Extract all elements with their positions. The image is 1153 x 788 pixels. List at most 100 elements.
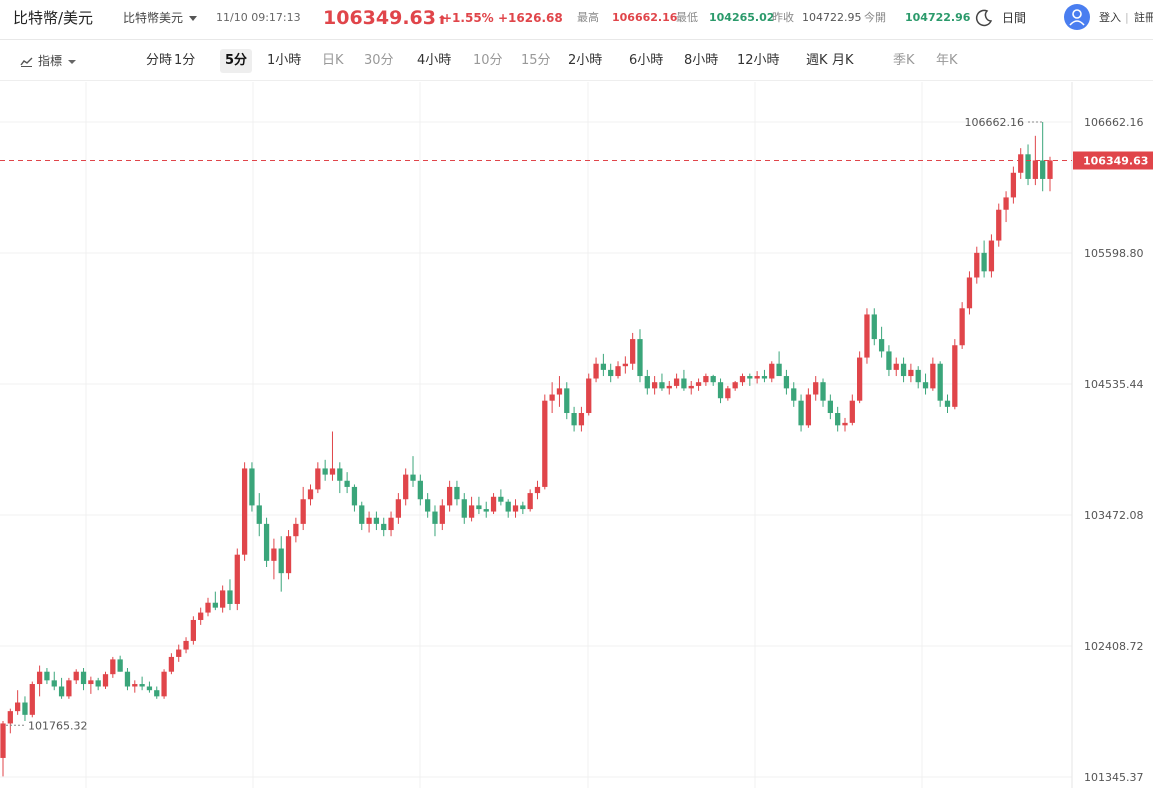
candle xyxy=(659,373,665,391)
candle-body xyxy=(651,382,658,389)
candle xyxy=(146,681,153,693)
candle xyxy=(344,472,350,494)
candle xyxy=(805,388,812,428)
tab-2h[interactable]: 2小時 xyxy=(568,53,603,68)
candle xyxy=(176,644,182,662)
candle xyxy=(864,308,870,364)
candle xyxy=(359,501,365,531)
register-link[interactable]: 註冊 xyxy=(1134,11,1153,24)
candle-body xyxy=(417,480,423,500)
tab-yearly[interactable]: 年K xyxy=(936,53,958,68)
candle-body xyxy=(102,674,109,687)
candle xyxy=(878,326,885,358)
candle xyxy=(110,656,116,678)
candle xyxy=(102,671,109,689)
candle-body xyxy=(630,339,636,364)
candle-body xyxy=(534,486,541,494)
candle xyxy=(776,351,782,377)
candle-body xyxy=(44,671,50,681)
tab-4h[interactable]: 4小時 xyxy=(417,53,452,68)
tab-5m[interactable]: 5分 xyxy=(220,49,253,73)
tab-weekly[interactable]: 週K xyxy=(806,53,828,68)
candle-body xyxy=(637,339,643,377)
candle-body xyxy=(388,517,394,531)
candle xyxy=(937,361,943,407)
tab-6h[interactable]: 6小時 xyxy=(629,53,664,68)
candle-body xyxy=(439,505,445,524)
candle xyxy=(461,493,467,524)
low-value: 104265.02 xyxy=(709,11,775,24)
tab-15m[interactable]: 15分 xyxy=(521,53,551,68)
candle-body xyxy=(586,378,592,414)
tab-1m[interactable]: 1分 xyxy=(174,53,196,68)
candle xyxy=(241,462,248,561)
indicator-button[interactable]: 指標 xyxy=(20,41,77,81)
candle-body xyxy=(307,489,314,500)
candle xyxy=(688,380,694,395)
open-value: 104722.96 xyxy=(905,11,971,24)
candle-body xyxy=(300,499,306,524)
candle-body xyxy=(820,382,826,401)
candle xyxy=(1047,156,1053,192)
candle-body xyxy=(673,378,680,386)
tab-quarterly[interactable]: 季K xyxy=(893,53,915,68)
candle xyxy=(168,653,175,675)
candle xyxy=(996,203,1002,247)
candle xyxy=(15,690,21,715)
candle xyxy=(549,382,555,414)
candle xyxy=(556,376,563,407)
candle xyxy=(454,480,460,506)
y-tick-label: 105598.80 xyxy=(1084,247,1144,260)
candle xyxy=(403,468,409,506)
candle-body xyxy=(959,308,965,346)
candle xyxy=(915,366,921,389)
moon-icon[interactable] xyxy=(974,8,994,28)
candle-body xyxy=(915,369,921,383)
chart-canvas[interactable]: 106662.16 101765.32 106662.16 105598.80 104… xyxy=(0,82,1153,788)
candle-body xyxy=(454,486,460,500)
login-link[interactable]: 登入 xyxy=(1099,11,1121,24)
candle-body xyxy=(966,277,973,309)
candle xyxy=(769,361,775,383)
candle-body xyxy=(688,385,694,389)
pair-select-dropdown[interactable]: 比特幣美元 xyxy=(123,0,198,36)
candle-body xyxy=(263,523,270,561)
caret-down-icon xyxy=(68,59,77,64)
current-price-tag: 106349.63 xyxy=(1073,151,1153,170)
tab-30m[interactable]: 30分 xyxy=(364,53,394,68)
tab-12h[interactable]: 12小時 xyxy=(737,53,780,68)
candle xyxy=(73,669,79,685)
prev-close-label: 昨收 xyxy=(772,11,794,24)
candlestick-chart[interactable]: 106662.16 101765.32 106662.16 105598.80 104… xyxy=(0,82,1153,788)
candle xyxy=(300,486,306,531)
candle xyxy=(505,499,511,518)
candle xyxy=(263,517,270,567)
candle-body xyxy=(359,505,365,524)
tab-10m[interactable]: 10分 xyxy=(473,53,503,68)
tab-daily[interactable]: 日K xyxy=(322,53,344,68)
candle-body xyxy=(571,413,577,426)
tab-timeshare[interactable]: 分時 xyxy=(146,53,173,68)
change-value: +1626.68 xyxy=(498,11,563,25)
candle-body xyxy=(527,493,533,510)
candle-body xyxy=(1025,154,1031,179)
candle-body xyxy=(615,366,621,377)
candle-body xyxy=(878,339,885,352)
candle-body xyxy=(366,517,372,524)
candle xyxy=(498,489,504,506)
pair-select-label: 比特幣美元 xyxy=(123,11,184,25)
user-avatar-icon[interactable] xyxy=(1064,4,1090,30)
tab-8h[interactable]: 8小時 xyxy=(684,53,719,68)
tab-monthly[interactable]: 月K xyxy=(832,53,854,68)
theme-label[interactable]: 日間 xyxy=(1002,11,1027,25)
candle-body xyxy=(886,351,892,370)
candle-body xyxy=(293,523,299,537)
candle-body xyxy=(761,376,768,379)
candle xyxy=(673,373,680,389)
candle-body xyxy=(329,468,336,475)
candle xyxy=(278,536,284,592)
candle xyxy=(80,668,87,691)
candle-body xyxy=(732,382,738,389)
candle-body xyxy=(227,590,233,604)
tab-1h[interactable]: 1小時 xyxy=(267,53,302,68)
